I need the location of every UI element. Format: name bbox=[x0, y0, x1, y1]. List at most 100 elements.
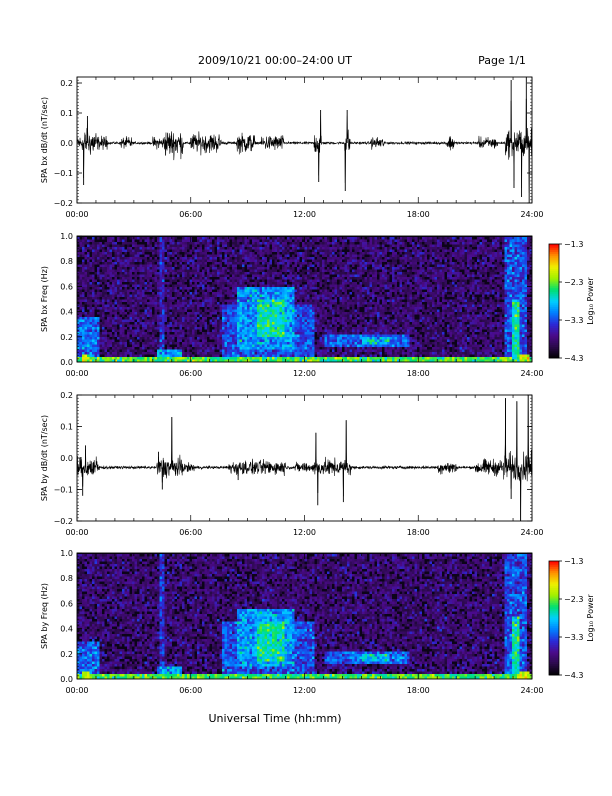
spectrogram-cell bbox=[300, 297, 303, 300]
spectrogram-cell bbox=[215, 355, 218, 358]
spectrogram-cell bbox=[227, 342, 230, 345]
spectrogram-cell bbox=[280, 350, 283, 353]
spectrogram-cell bbox=[112, 357, 115, 360]
spectrogram-cell bbox=[110, 275, 113, 278]
spectrogram-cell bbox=[297, 257, 300, 260]
spectrogram-cell bbox=[232, 347, 235, 350]
spectrogram-cell bbox=[332, 352, 335, 355]
spectrogram-cell bbox=[322, 245, 325, 248]
spectrogram-cell bbox=[275, 292, 278, 295]
spectrogram-cell bbox=[160, 347, 163, 350]
spectrogram-cell bbox=[230, 260, 233, 263]
spectrogram-cell bbox=[250, 325, 253, 328]
spectrogram-cell bbox=[255, 245, 258, 248]
spectrogram-cell bbox=[140, 357, 143, 360]
spectrogram-cell bbox=[230, 282, 233, 285]
spectrogram-cell bbox=[107, 310, 110, 313]
spectrogram-cell bbox=[165, 295, 168, 298]
spectrogram-cell bbox=[102, 252, 105, 255]
spectrogram-cell bbox=[342, 335, 345, 338]
spectrogram-cell bbox=[315, 325, 318, 328]
spectrogram-cell bbox=[120, 292, 123, 295]
spectrogram-cell bbox=[337, 332, 340, 335]
spectrogram-cell bbox=[297, 335, 300, 338]
spectrogram-cell bbox=[137, 265, 140, 268]
spectrogram-cell bbox=[115, 302, 118, 305]
spectrogram-cell bbox=[150, 295, 153, 298]
spectrogram-cell bbox=[110, 267, 113, 270]
spectrogram-cell bbox=[275, 250, 278, 253]
spectrogram-cell bbox=[200, 337, 203, 340]
spectrogram-cell bbox=[197, 265, 200, 268]
spectrogram-cell bbox=[247, 252, 250, 255]
spectrogram-cell bbox=[97, 270, 100, 273]
spectrogram-cell bbox=[350, 337, 353, 340]
spectrogram-cell bbox=[197, 262, 200, 265]
spectrogram-cell bbox=[335, 242, 338, 245]
spectrogram-cell bbox=[310, 287, 313, 290]
spectrogram-cell bbox=[180, 307, 183, 310]
spectrogram-cell bbox=[150, 302, 153, 305]
spectrogram-cell bbox=[280, 347, 283, 350]
spectrogram-cell bbox=[92, 310, 95, 313]
spectrogram-cell bbox=[102, 352, 105, 355]
spectrogram-cell bbox=[310, 292, 313, 295]
spectrogram-cell bbox=[180, 240, 183, 243]
spectrogram-cell bbox=[132, 310, 135, 313]
spectrogram-cell bbox=[147, 345, 150, 348]
spectrogram-cell bbox=[187, 252, 190, 255]
spectrogram-cell bbox=[155, 295, 158, 298]
spectrogram-cell bbox=[170, 325, 173, 328]
spectrogram-cell bbox=[190, 280, 193, 283]
spectrogram-cell bbox=[177, 345, 180, 348]
spectrogram-cell bbox=[227, 322, 230, 325]
spectrogram-cell bbox=[292, 310, 295, 313]
spectrogram-cell bbox=[232, 340, 235, 343]
spectrogram-cell bbox=[197, 242, 200, 245]
spectrogram-cell bbox=[90, 342, 93, 345]
spectrogram-cell bbox=[95, 297, 98, 300]
spectrogram-cell bbox=[335, 317, 338, 320]
spectrogram-cell bbox=[317, 342, 320, 345]
spectrogram-cell bbox=[100, 302, 103, 305]
spectrogram-cell bbox=[110, 257, 113, 260]
spectrogram-cell bbox=[295, 275, 298, 278]
spectrogram-cell bbox=[305, 245, 308, 248]
spectrogram-cell bbox=[232, 245, 235, 248]
spectrogram-cell bbox=[242, 325, 245, 328]
spectrogram-cell bbox=[305, 352, 308, 355]
spectrogram-cell bbox=[117, 310, 120, 313]
spectrogram-cell bbox=[117, 275, 120, 278]
spectrogram-cell bbox=[330, 310, 333, 313]
spectrogram-cell bbox=[245, 257, 248, 260]
spectrogram-cell bbox=[165, 342, 168, 345]
spectrogram-cell bbox=[172, 255, 175, 258]
spectrogram-cell bbox=[105, 350, 108, 353]
spectrogram-cell bbox=[222, 287, 225, 290]
spectrogram-cell bbox=[312, 265, 315, 268]
spectrogram-cell bbox=[87, 332, 90, 335]
spectrogram-cell bbox=[200, 330, 203, 333]
spectrogram-cell bbox=[192, 272, 195, 275]
spectrogram-cell bbox=[95, 302, 98, 305]
spectrogram-cell bbox=[282, 355, 285, 358]
spectrogram-cell bbox=[125, 357, 128, 360]
spectrogram-cell bbox=[247, 327, 250, 330]
spectrogram-cell bbox=[190, 282, 193, 285]
spectrogram-cell bbox=[170, 317, 173, 320]
spectrogram-cell bbox=[82, 305, 85, 308]
spectrogram-cell bbox=[312, 292, 315, 295]
spectrogram-cell bbox=[332, 355, 335, 358]
spectrogram-cell bbox=[325, 327, 328, 330]
spectrogram-cell bbox=[270, 327, 273, 330]
spectrogram-cell bbox=[210, 297, 213, 300]
spectrogram-cell bbox=[192, 262, 195, 265]
spectrogram-cell bbox=[287, 337, 290, 340]
spectrogram-cell bbox=[217, 305, 220, 308]
spectrogram-cell bbox=[120, 322, 123, 325]
spectrogram-cell bbox=[277, 357, 280, 360]
spectrogram-cell bbox=[217, 337, 220, 340]
spectrogram-cell bbox=[92, 290, 95, 293]
spectrogram-cell bbox=[135, 350, 138, 353]
spectrogram-cell bbox=[82, 270, 85, 273]
